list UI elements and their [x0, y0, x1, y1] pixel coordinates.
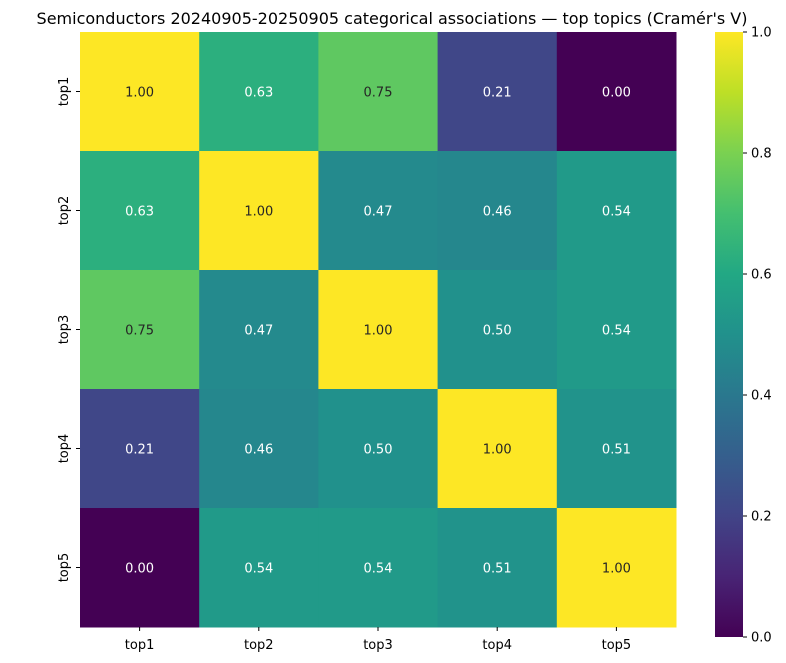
cell-value-label: 0.54	[244, 562, 273, 577]
cell-value-label: 0.46	[483, 205, 512, 220]
cell-value-label: 1.00	[244, 205, 273, 220]
cell-value-label: 0.75	[125, 324, 154, 339]
cell-value-label: 0.46	[244, 443, 273, 458]
cell-value-label: 0.47	[244, 324, 273, 339]
cell-value-label: 0.00	[602, 86, 631, 101]
heatmap-cell	[318, 151, 439, 271]
heatmap-cell	[318, 32, 439, 152]
x-axis: top1 top2 top3 top4 top5	[125, 627, 631, 653]
heatmap-cell	[318, 389, 439, 509]
colorbar-tick-label: 1.0	[751, 26, 772, 41]
heatmap-cell	[556, 389, 677, 509]
heatmap-cell	[437, 389, 558, 509]
heatmap-cell	[556, 508, 677, 628]
colorbar	[715, 32, 743, 637]
heatmap-cell	[80, 270, 200, 390]
y-tick-label: top2	[57, 196, 72, 226]
y-tick-label: top1	[57, 77, 72, 107]
cell-value-label: 0.75	[364, 86, 393, 101]
x-tick-label: top5	[602, 638, 632, 653]
heatmap-cell	[199, 151, 319, 271]
cell-value-label: 0.54	[364, 562, 393, 577]
colorbar-axis: 0.0 0.2 0.4 0.6 0.8 1.0	[743, 26, 772, 646]
cell-value-label: 1.00	[125, 86, 154, 101]
colorbar-tick-label: 0.6	[751, 268, 772, 283]
heatmap-cell	[80, 389, 200, 509]
heatmap-cell	[556, 270, 677, 390]
heatmap-cells	[80, 32, 677, 628]
heatmap-cell	[318, 508, 439, 628]
y-tick-label: top4	[57, 434, 72, 464]
colorbar-tick-label: 0.0	[751, 631, 772, 646]
colorbar-tick-label: 0.2	[751, 510, 772, 525]
heatmap-cell	[556, 32, 677, 152]
cell-value-label: 0.51	[483, 562, 512, 577]
x-tick-label: top2	[244, 638, 274, 653]
heatmap-cell	[556, 151, 677, 271]
cell-value-label: 0.00	[125, 562, 154, 577]
cell-value-label: 0.21	[483, 86, 512, 101]
cell-value-label: 1.00	[364, 324, 393, 339]
cell-value-label: 0.63	[244, 86, 273, 101]
cell-value-label: 0.50	[483, 324, 512, 339]
y-tick-label: top3	[57, 315, 72, 345]
x-tick-label: top4	[482, 638, 512, 653]
cell-value-label: 0.21	[125, 443, 154, 458]
heatmap-cell	[437, 270, 558, 390]
heatmap-cell-labels: 1.00 0.63 0.75 0.21 0.00 0.63 1.00 0.47 0.46 0.54…	[125, 86, 631, 577]
y-tick-label: top5	[57, 553, 72, 583]
cell-value-label: 0.47	[364, 205, 393, 220]
heatmap-cell	[80, 508, 200, 628]
heatmap-cell	[80, 151, 200, 271]
y-axis: top1 top2 top3 top4 top5	[57, 77, 80, 583]
heatmap-cell	[437, 508, 558, 628]
cell-value-label: 0.54	[602, 205, 631, 220]
heatmap-cell	[199, 270, 319, 390]
cell-value-label: 1.00	[483, 443, 512, 458]
cell-value-label: 0.54	[602, 324, 631, 339]
x-tick-label: top3	[363, 638, 393, 653]
x-tick-label: top1	[125, 638, 155, 653]
colorbar-tick-label: 0.4	[751, 389, 772, 404]
colorbar-tick-label: 0.8	[751, 147, 772, 162]
heatmap-cell	[199, 508, 319, 628]
cell-value-label: 1.00	[602, 562, 631, 577]
cell-value-label: 0.51	[602, 443, 631, 458]
heatmap-cell	[318, 270, 439, 390]
heatmap-cell	[437, 151, 558, 271]
cell-value-label: 0.63	[125, 205, 154, 220]
heatmap-cell	[80, 32, 200, 152]
heatmap-cell	[199, 32, 319, 152]
cell-value-label: 0.50	[364, 443, 393, 458]
heatmap-cell	[437, 32, 558, 152]
chart-title: Semiconductors 20240905-20250905 categor…	[37, 9, 748, 28]
heatmap-cell	[199, 389, 319, 509]
